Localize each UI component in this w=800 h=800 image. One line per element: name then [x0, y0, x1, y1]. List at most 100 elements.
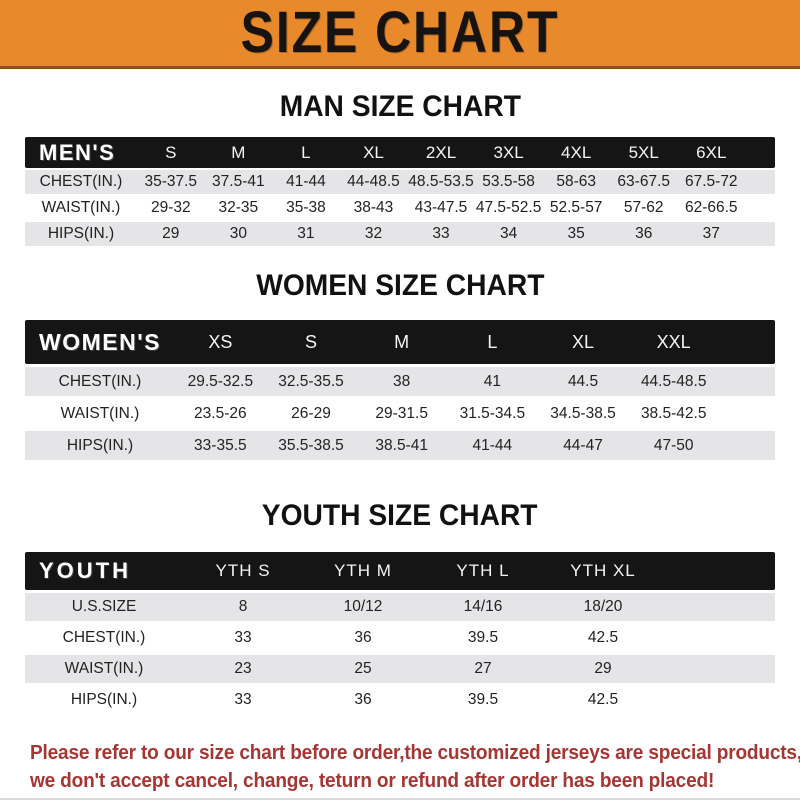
table-row: WAIST(IN.) 23 25 27 29 — [25, 655, 775, 683]
table-row: HIPS(IN.) 33 36 39.5 42.5 — [25, 686, 775, 714]
table-cell: 44.5-48.5 — [640, 372, 707, 390]
table-cell: 32-35 — [218, 199, 259, 216]
table-cell: 38.5-41 — [375, 436, 428, 454]
table-cell: 36 — [635, 225, 653, 242]
table-row: CHEST(IN.) 33 36 39.5 42.5 — [25, 624, 775, 652]
size-chart-banner: SIZE CHART — [0, 0, 800, 69]
table-cell: 14/16 — [463, 598, 503, 615]
column-header: XL — [572, 331, 595, 352]
table-cell: 41-44 — [286, 173, 326, 190]
column-header: 3XL — [493, 142, 524, 162]
table-cell: 48.5-53.5 — [408, 173, 474, 190]
column-header: YTH L — [456, 561, 510, 580]
table-cell: 29 — [162, 225, 180, 242]
table-cell: 31.5-34.5 — [459, 404, 526, 422]
table-cell: 58-63 — [556, 173, 596, 190]
table-cell: 29-31.5 — [375, 404, 428, 422]
column-header: YTH XL — [570, 561, 636, 580]
table-cell: 43-47.5 — [414, 199, 468, 216]
table-row: WAIST(IN.) 23.5-26 26-29 29-31.5 31.5-34.5 34… — [25, 399, 775, 428]
table-cell: 29 — [594, 660, 612, 677]
column-header: L — [301, 142, 311, 162]
table-cell: 62-66.5 — [684, 199, 738, 216]
table-row: WAIST(IN.) 29-32 32-35 35-38 38-43 43-47.5 47.… — [25, 196, 775, 220]
row-label: WAIST(IN.) — [64, 660, 144, 677]
column-header: XS — [208, 331, 233, 352]
table-cell: 41 — [483, 372, 501, 390]
row-label: CHEST(IN.) — [39, 173, 123, 190]
table-cell: 57-62 — [623, 199, 664, 216]
row-label: HIPS(IN.) — [70, 691, 138, 708]
row-label: CHEST(IN.) — [58, 372, 142, 390]
table-cell: 38.5-42.5 — [640, 404, 707, 422]
table-row: HIPS(IN.) 29 30 31 32 33 34 35 36 37 — [25, 222, 775, 246]
table-cell: 27 — [474, 660, 492, 677]
table-cell: 10/12 — [343, 598, 383, 615]
table-cell: 36 — [354, 629, 372, 646]
order-notice-line-1: Please refer to our size chart before or… — [30, 741, 800, 764]
table-cell: 18/20 — [583, 598, 623, 615]
column-header: S — [165, 142, 177, 162]
youth-section-heading: YOUTH SIZE CHART — [0, 499, 800, 533]
table-cell: 33 — [234, 629, 252, 646]
table-cell: 35 — [567, 225, 585, 242]
column-header: YTH S — [215, 561, 271, 580]
women-size-table: WOMEN'S XS S M L XL XXL CHEST(IN.) 29.5-32.5 32.5… — [25, 320, 775, 460]
table-cell: 53.5-58 — [482, 173, 535, 190]
column-header: L — [487, 331, 498, 352]
table-cell: 47-50 — [653, 436, 694, 454]
column-header: XXL — [656, 331, 691, 352]
table-cell: 23.5-26 — [194, 404, 247, 422]
table-cell: 26-29 — [291, 404, 331, 422]
table-cell: 29-32 — [150, 199, 191, 216]
table-cell: 38-43 — [353, 199, 394, 216]
table-cell: 41-44 — [472, 436, 513, 454]
row-label: HIPS(IN.) — [66, 436, 134, 454]
table-corner-label: MEN'S — [39, 139, 116, 165]
youth-section-heading-text: YOUTH SIZE CHART — [262, 499, 538, 532]
table-cell: 42.5 — [587, 691, 619, 708]
table-header-row: MEN'S S M L XL 2XL 3XL 4XL 5XL 6XL — [25, 137, 775, 168]
column-header: M — [231, 142, 246, 162]
table-cell: 36 — [354, 691, 372, 708]
table-row: U.S.SIZE 8 10/12 14/16 18/20 — [25, 593, 775, 621]
table-header-row: WOMEN'S XS S M L XL XXL — [25, 320, 775, 364]
column-header: YTH M — [334, 561, 392, 580]
table-cell: 23 — [234, 660, 252, 677]
table-cell: 52.5-57 — [549, 199, 603, 216]
column-header: M — [394, 331, 410, 352]
table-cell: 63-67.5 — [617, 173, 670, 190]
women-section-heading-text: WOMEN SIZE CHART — [255, 269, 545, 302]
column-header: 2XL — [425, 142, 457, 162]
row-label: WAIST(IN.) — [60, 404, 140, 422]
table-row: CHEST(IN.) 29.5-32.5 32.5-35.5 38 41 44.5 44.5… — [25, 367, 775, 396]
table-cell: 47.5-52.5 — [475, 199, 542, 216]
table-corner-label: WOMEN'S — [39, 328, 162, 355]
row-label: WAIST(IN.) — [41, 199, 121, 216]
women-section-heading: WOMEN SIZE CHART — [0, 269, 800, 303]
table-cell: 8 — [238, 598, 248, 615]
table-cell: 44-47 — [563, 436, 603, 454]
table-row: HIPS(IN.) 33-35.5 35.5-38.5 38.5-41 41-44 44-… — [25, 431, 775, 460]
table-cell: 35.5-38.5 — [278, 436, 344, 454]
column-header: 5XL — [628, 142, 659, 162]
table-header-row: YOUTH YTH S YTH M YTH L YTH XL — [25, 552, 775, 590]
table-cell: 30 — [229, 225, 247, 242]
table-cell: 34.5-38.5 — [550, 404, 616, 422]
table-cell: 32.5-35.5 — [278, 372, 344, 390]
table-cell: 39.5 — [467, 691, 499, 708]
table-cell: 44.5 — [567, 372, 599, 390]
table-cell: 33-35.5 — [194, 436, 247, 454]
banner-title: SIZE CHART — [240, 0, 560, 66]
table-cell: 38 — [393, 372, 411, 390]
table-cell: 37 — [702, 225, 720, 242]
row-label: U.S.SIZE — [71, 598, 137, 615]
men-section-heading-text: MAN SIZE CHART — [279, 90, 521, 123]
table-cell: 31 — [297, 225, 315, 242]
table-cell: 33 — [432, 225, 450, 242]
table-cell: 33 — [234, 691, 252, 708]
row-label: HIPS(IN.) — [47, 225, 115, 242]
column-header: 6XL — [696, 142, 727, 162]
table-row: CHEST(IN.) 35-37.5 37.5-41 41-44 44-48.5 48.5… — [25, 170, 775, 194]
column-header: S — [305, 331, 318, 352]
